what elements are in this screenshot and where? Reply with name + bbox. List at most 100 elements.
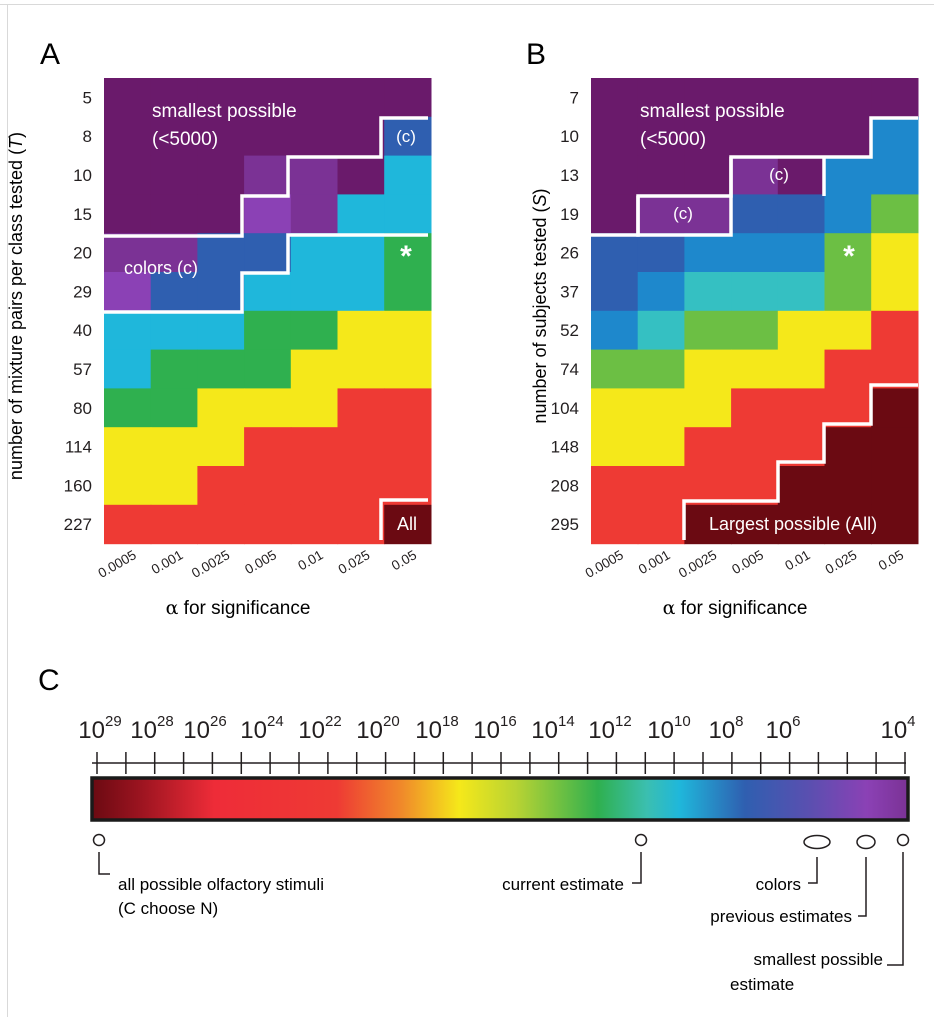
scale-tick-label: 1010 bbox=[647, 713, 690, 744]
panel-b-c-label-upper: (c) bbox=[769, 165, 789, 184]
heatmap-cell bbox=[777, 466, 826, 506]
scale-tick-label: 1022 bbox=[298, 713, 341, 744]
heatmap-cell bbox=[337, 78, 385, 118]
heatmap-cell bbox=[197, 78, 245, 118]
heatmap-cell bbox=[104, 349, 152, 389]
heatmap-cell bbox=[591, 504, 639, 545]
x-tick-label: 0.01 bbox=[782, 547, 812, 573]
top-border bbox=[0, 4, 934, 5]
heatmap-cell bbox=[197, 466, 245, 506]
heatmap-cell bbox=[290, 427, 339, 467]
color-scale-bar bbox=[90, 776, 910, 822]
heatmap-cell bbox=[150, 466, 198, 506]
x-tick-label: 0.0005 bbox=[96, 547, 139, 581]
heatmap-cell bbox=[731, 155, 779, 195]
heatmap-cell bbox=[104, 388, 152, 428]
heatmap-cell bbox=[777, 310, 826, 351]
panel-a-smallest-possible: smallest possible bbox=[152, 101, 297, 122]
heatmap-cell bbox=[337, 504, 385, 545]
panel-a-all-label: All bbox=[397, 514, 417, 534]
leader-colors bbox=[808, 857, 818, 884]
heatmap-cell bbox=[244, 194, 292, 234]
panel-a-heatmap bbox=[104, 78, 432, 545]
heatmap-cell bbox=[591, 155, 639, 195]
heatmap-cell bbox=[777, 155, 826, 195]
annotation-previous-estimates: previous estimates bbox=[710, 907, 852, 926]
heatmap-cell bbox=[637, 155, 685, 195]
heatmap-cell bbox=[871, 349, 919, 389]
y-tick-label: 8 bbox=[83, 127, 92, 146]
heatmap-cell bbox=[731, 310, 779, 351]
y-tick-label: 295 bbox=[551, 515, 579, 534]
heatmap-cell bbox=[104, 78, 152, 118]
region-boundary bbox=[682, 383, 918, 540]
heatmap-cell bbox=[777, 116, 826, 157]
panel-a-x-tick-labels: 0.0005 0.001 0.0025 0.005 0.01 0.025 0.05 bbox=[96, 547, 420, 581]
heatmap-cell bbox=[290, 504, 339, 545]
heatmap-cell bbox=[244, 310, 292, 351]
heatmap-cell bbox=[337, 388, 385, 428]
heatmap-cell bbox=[244, 504, 292, 545]
heatmap-cell bbox=[731, 116, 779, 157]
y-tick-label: 29 bbox=[73, 282, 92, 301]
heatmap-cell bbox=[684, 388, 732, 428]
heatmap-cell bbox=[290, 272, 339, 312]
heatmap-cell bbox=[197, 388, 245, 428]
heatmap-cell bbox=[871, 194, 919, 234]
heatmap-cell bbox=[197, 504, 245, 545]
heatmap-cell bbox=[290, 466, 339, 506]
scale-tick-label: 1020 bbox=[356, 713, 399, 744]
heatmap-cell bbox=[777, 78, 826, 118]
x-tick-label: 0.0005 bbox=[583, 547, 626, 581]
heatmap-cell bbox=[244, 427, 292, 467]
heatmap-cell bbox=[684, 272, 732, 312]
heatmap-cell bbox=[871, 310, 919, 351]
scale-tick-label: 1026 bbox=[183, 713, 226, 744]
y-tick-label: 57 bbox=[73, 360, 92, 379]
x-tick-label: 0.001 bbox=[149, 547, 186, 577]
region-boundary bbox=[636, 196, 733, 237]
heatmap-cell bbox=[337, 466, 385, 506]
heatmap-cell bbox=[684, 233, 732, 273]
heatmap-cell bbox=[244, 155, 292, 195]
x-tick-label: 0.025 bbox=[823, 547, 860, 577]
heatmap-cell bbox=[384, 233, 432, 273]
heatmap-cell bbox=[337, 155, 385, 195]
heatmap-cell bbox=[731, 272, 779, 312]
heatmap-cell bbox=[684, 310, 732, 351]
heatmap-cell bbox=[150, 310, 198, 351]
heatmap-cell bbox=[684, 466, 732, 506]
heatmap-cell bbox=[244, 78, 292, 118]
heatmap-cell bbox=[871, 466, 919, 506]
panel-b-y-tick-labels: 7 10 13 19 26 37 52 74 104 148 208 295 bbox=[551, 88, 579, 534]
y-tick-label: 10 bbox=[73, 166, 92, 185]
scale-tick-label: 1018 bbox=[415, 713, 458, 744]
heatmap-cell bbox=[871, 388, 919, 428]
heatmap-cell bbox=[637, 388, 685, 428]
heatmap-cell bbox=[384, 155, 432, 195]
heatmap-cell bbox=[290, 310, 339, 351]
heatmap-cell bbox=[777, 427, 826, 467]
annotation-smallest-possible-sub: estimate bbox=[730, 975, 794, 994]
heatmap-cell bbox=[104, 504, 152, 545]
heatmap-cell bbox=[731, 233, 779, 273]
color-scale-tick-labels: 1029 1028 1026 1024 1022 1020 1018 1016 1014 1012… bbox=[78, 713, 915, 744]
scale-tick-label: 1016 bbox=[473, 713, 516, 744]
heatmap-cell bbox=[731, 388, 779, 428]
scale-tick-label: 1014 bbox=[531, 713, 574, 744]
y-tick-label: 74 bbox=[560, 360, 579, 379]
heatmap-cell bbox=[150, 78, 198, 118]
heatmap-cell bbox=[150, 194, 198, 234]
heatmap-cell bbox=[731, 466, 779, 506]
marker-previous-estimates bbox=[856, 834, 876, 850]
heatmap-cell bbox=[871, 504, 919, 545]
heatmap-cell bbox=[150, 427, 198, 467]
y-tick-label: 10 bbox=[560, 127, 579, 146]
y-tick-label: 80 bbox=[73, 399, 92, 418]
heatmap-cell bbox=[197, 310, 245, 351]
heatmap-cell bbox=[684, 194, 732, 234]
panel-a-y-axis-label: number of mixture pairs per class tested… bbox=[6, 132, 26, 480]
scale-tick-label: 106 bbox=[765, 713, 800, 744]
